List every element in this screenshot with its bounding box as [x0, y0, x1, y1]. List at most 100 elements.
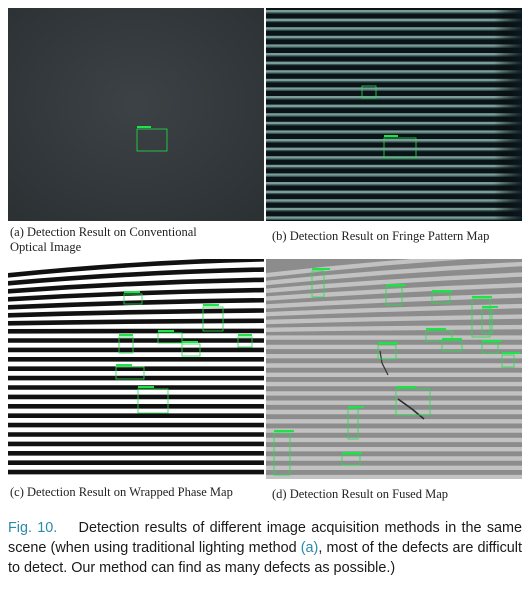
fused-band: [266, 419, 522, 424]
panel-b-fringe-map: [266, 8, 522, 221]
caption-panel-a-line1: (a) Detection Result on Conventional: [10, 225, 197, 239]
detection-box: [237, 336, 253, 348]
detection-label: [378, 342, 398, 344]
fused-band: [266, 456, 522, 461]
phase-stripe: [8, 404, 264, 409]
detection-label: [432, 290, 452, 292]
fringe-stripe: [266, 139, 522, 142]
fringe-stripe: [266, 27, 522, 30]
fused-band: [266, 409, 522, 415]
panel-c-wrapped-phase: [8, 259, 264, 479]
fringe-stripe-shade: [266, 38, 522, 40]
fused-band: [266, 314, 522, 325]
fringe-stripe: [266, 216, 522, 219]
fringe-stripe-shade: [266, 107, 522, 109]
fused-band: [266, 428, 522, 433]
fused-band: [266, 474, 522, 479]
phase-stripe: [8, 328, 264, 334]
phase-stripe: [8, 277, 264, 294]
figure-caption-ref-a[interactable]: (a): [300, 540, 319, 556]
phase-stripe: [8, 308, 264, 318]
fringe-stripe-shade: [266, 98, 522, 100]
phase-stripe: [8, 318, 264, 326]
detection-box: [377, 344, 397, 360]
detection-label: [396, 386, 416, 388]
panel-a-optical-image: [8, 8, 264, 221]
caption-panel-d-line1: (d) Detection Result on Fused Map: [272, 487, 449, 501]
caption-panel-b-line1: (b) Detection Result on Fringe Pattern M…: [272, 229, 490, 243]
wrapped-phase-svg: [8, 259, 264, 479]
fringe-stripe: [266, 18, 522, 21]
fused-band: [266, 381, 522, 387]
panel-d-fused-map: [266, 259, 522, 479]
fused-band: [266, 324, 522, 332]
detection-box: [136, 128, 168, 152]
fused-band: [266, 437, 522, 443]
phase-stripe: [8, 469, 264, 475]
figure-caption-text-2: , most of the defects are difficult to d…: [8, 540, 522, 576]
detection-box: [501, 354, 515, 368]
fringe-stripe: [266, 173, 522, 176]
detection-box: [395, 388, 431, 416]
fringe-stripe: [266, 130, 522, 133]
fringe-stripe: [266, 96, 522, 99]
fused-band: [266, 335, 522, 340]
detection-box: [431, 292, 451, 304]
detection-box: [341, 454, 361, 466]
fringe-stripe-shade: [266, 12, 522, 14]
fringe-stripe: [266, 156, 522, 159]
fused-band: [266, 372, 522, 377]
detection-box: [481, 308, 493, 334]
detection-label: [386, 284, 406, 286]
fused-band: [266, 447, 522, 452]
fringe-stripe-shade: [266, 150, 522, 152]
fringe-stripe-shade: [266, 193, 522, 195]
phase-stripe: [8, 413, 264, 418]
detection-label: [203, 304, 219, 306]
fringe-stripe: [266, 53, 522, 56]
fringe-stripe: [266, 182, 522, 185]
fused-band: [266, 261, 522, 286]
fused-band: [266, 363, 522, 368]
figure-label: Fig. 10.: [8, 520, 58, 536]
figure-caption: Fig. 10. Detection results of different …: [8, 518, 522, 578]
phase-stripe: [8, 267, 264, 286]
fringe-stripe: [266, 147, 522, 150]
detection-box: [123, 293, 143, 305]
detection-box: [385, 286, 403, 306]
detection-box: [137, 388, 169, 414]
phase-stripe: [8, 338, 264, 343]
detection-box: [311, 270, 325, 298]
fringe-stripe-shade: [266, 175, 522, 177]
phase-stripe: [8, 451, 264, 456]
caption-panel-a-line2: Optical Image: [10, 240, 82, 254]
fringe-stripe: [266, 10, 522, 13]
detection-label: [482, 306, 498, 308]
detection-box: [383, 137, 417, 159]
fringe-stripe: [266, 121, 522, 125]
fused-map-svg: [266, 259, 522, 479]
phase-stripe: [8, 441, 264, 447]
fringe-stripe-shade: [266, 158, 522, 160]
caption-panel-c: (c) Detection Result on Wrapped Phase Ma…: [10, 485, 260, 500]
phase-stripe: [8, 385, 264, 390]
fused-band: [266, 272, 522, 293]
detection-label: [442, 338, 462, 340]
fringe-stripe: [266, 61, 522, 64]
phase-stripe: [8, 375, 264, 381]
fringe-stripe-shade: [266, 21, 522, 23]
figure-caption-text-1: Detection results of different image acq…: [8, 520, 523, 556]
detection-label: [158, 330, 174, 332]
detection-box: [115, 366, 145, 380]
fringe-stripe: [266, 35, 522, 39]
detection-box: [441, 340, 463, 352]
phase-stripe: [8, 394, 264, 400]
detection-label: [138, 386, 154, 388]
detection-label: [182, 341, 198, 343]
fused-band: [266, 303, 522, 317]
detection-box: [481, 342, 499, 354]
detection-box: [181, 343, 201, 357]
fringe-map-svg: [266, 8, 522, 221]
phase-stripe: [8, 460, 264, 465]
fringe-stripe: [266, 70, 522, 73]
